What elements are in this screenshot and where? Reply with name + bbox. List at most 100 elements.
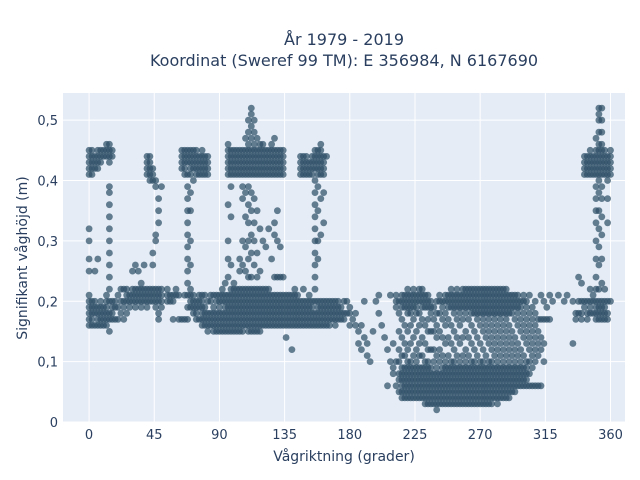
data-point <box>152 177 160 184</box>
data-point <box>407 309 414 317</box>
data-point <box>540 340 548 347</box>
y-tick-label: 0,1 <box>37 356 58 371</box>
data-point <box>346 322 354 329</box>
data-point <box>155 316 163 323</box>
data-point <box>149 249 157 257</box>
data-point <box>245 201 252 209</box>
data-point <box>207 297 215 305</box>
data-point <box>488 346 496 353</box>
data-point <box>311 261 319 269</box>
data-point <box>146 153 154 160</box>
data-point <box>375 291 383 299</box>
data-point <box>311 189 319 197</box>
data-point <box>517 316 525 323</box>
data-point <box>279 273 287 281</box>
data-point <box>526 358 533 365</box>
data-point <box>149 261 157 269</box>
data-point <box>439 303 446 311</box>
data-point <box>247 110 255 118</box>
data-point <box>132 261 139 269</box>
data-point <box>311 285 319 293</box>
data-point <box>531 297 539 305</box>
data-point <box>184 243 192 251</box>
data-point <box>598 183 606 191</box>
data-point <box>514 352 522 359</box>
data-point <box>224 201 232 209</box>
data-point <box>198 146 206 154</box>
data-point <box>140 261 148 269</box>
data-point <box>497 328 504 335</box>
data-point <box>436 358 443 365</box>
data-point <box>508 309 516 317</box>
data-point <box>247 104 255 112</box>
data-point <box>592 273 600 281</box>
data-point <box>282 334 290 341</box>
data-point <box>410 352 417 359</box>
data-point <box>230 279 238 287</box>
data-point <box>497 352 504 359</box>
data-point <box>175 291 183 299</box>
data-point <box>204 159 212 166</box>
data-point <box>247 189 255 197</box>
data-point <box>508 352 516 359</box>
data-point <box>598 140 606 148</box>
data-point <box>224 140 232 148</box>
data-point <box>91 267 99 275</box>
data-point <box>279 146 287 154</box>
y-tick-label: 0 <box>50 416 58 431</box>
data-point <box>120 316 128 323</box>
data-point <box>106 285 113 293</box>
data-point <box>239 183 247 191</box>
data-point <box>595 207 603 215</box>
data-point <box>497 340 504 347</box>
data-point <box>413 346 420 353</box>
data-point <box>276 243 284 251</box>
data-point <box>360 297 368 305</box>
data-point <box>279 159 287 166</box>
data-point <box>447 285 455 293</box>
data-point <box>592 195 600 203</box>
data-point <box>581 303 588 311</box>
data-point <box>604 195 611 203</box>
data-point <box>204 165 212 172</box>
data-point <box>288 346 296 353</box>
data-point <box>352 322 359 329</box>
data-point <box>392 382 400 390</box>
data-point <box>433 334 441 341</box>
data-point <box>253 273 261 281</box>
data-point <box>106 183 113 191</box>
data-point <box>187 261 194 269</box>
data-point <box>531 309 539 317</box>
data-point <box>578 279 585 287</box>
data-point <box>424 291 432 299</box>
data-point <box>531 322 539 329</box>
data-point <box>250 261 258 269</box>
data-point <box>224 273 232 281</box>
data-point <box>103 303 110 311</box>
data-point <box>537 346 545 353</box>
data-point <box>505 394 513 402</box>
data-point <box>526 291 533 299</box>
data-point <box>314 207 322 215</box>
data-point <box>308 303 316 311</box>
data-point <box>595 225 603 233</box>
data-point <box>534 352 542 359</box>
data-point <box>114 291 122 299</box>
data-point <box>190 177 197 184</box>
data-point <box>94 255 102 263</box>
data-point <box>595 110 603 118</box>
data-point <box>598 231 606 239</box>
data-point <box>450 309 458 317</box>
data-point <box>155 207 163 215</box>
data-point <box>94 165 102 172</box>
data-point <box>132 303 139 311</box>
data-point <box>355 328 362 335</box>
data-point <box>499 322 507 329</box>
data-point <box>158 291 165 299</box>
data-point <box>184 195 192 203</box>
data-point <box>439 316 446 323</box>
data-point <box>471 346 478 353</box>
data-point <box>300 285 307 293</box>
data-point <box>479 346 487 353</box>
data-point <box>311 201 319 209</box>
